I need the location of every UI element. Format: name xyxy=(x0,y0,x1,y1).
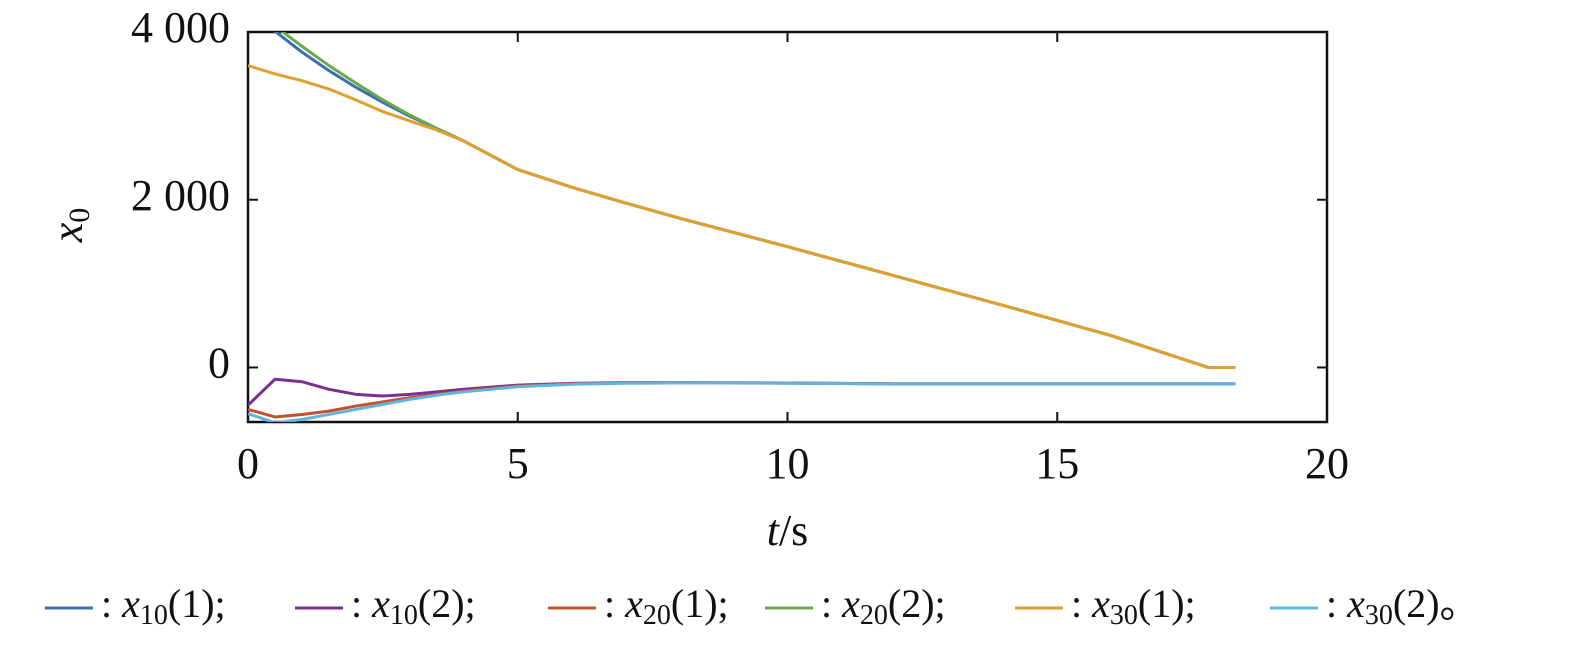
legend-prefix: : xyxy=(821,581,842,626)
legend-suffix: ; xyxy=(1185,581,1196,626)
legend-suffix: 。 xyxy=(1440,581,1480,626)
legend-label: x20(2) xyxy=(841,581,934,631)
series-line xyxy=(248,381,1236,419)
y-tick-label: 2 000 xyxy=(131,171,230,220)
legend-label: x20(1) xyxy=(624,581,717,631)
legend-entry: : x20(2); xyxy=(821,581,946,631)
plot-frame xyxy=(246,30,1329,424)
series-line xyxy=(248,64,1236,369)
y-axis-label: x0 xyxy=(43,208,96,244)
legend-entry: : x10(1); xyxy=(101,581,226,631)
y-tick-label: 0 xyxy=(208,339,230,388)
legend: : x10(1);: x10(2);: x20(1);: x20(2);: x3… xyxy=(45,581,1480,631)
series-line xyxy=(273,32,1236,369)
legend-entry: : x10(2); xyxy=(351,581,476,631)
legend-prefix: : xyxy=(1071,581,1092,626)
x-tick-label: 15 xyxy=(1035,439,1079,488)
y-tick-label: 4 000 xyxy=(131,3,230,52)
legend-suffix: ; xyxy=(718,581,729,626)
legend-label: x10(2) xyxy=(371,581,464,631)
series-line xyxy=(248,381,1236,422)
legend-entry: : x30(1); xyxy=(1071,581,1196,631)
legend-prefix: : xyxy=(604,581,625,626)
legend-suffix: ; xyxy=(465,581,476,626)
x-tick-label: 20 xyxy=(1305,439,1349,488)
series-line xyxy=(280,32,1236,369)
x-tick-label: 10 xyxy=(766,439,810,488)
x-tick-label: 5 xyxy=(507,439,529,488)
legend-prefix: : xyxy=(1326,581,1347,626)
legend-suffix: ; xyxy=(215,581,226,626)
legend-entry: : x20(1); xyxy=(604,581,729,631)
legend-suffix: ; xyxy=(935,581,946,626)
legend-label: x10(1) xyxy=(121,581,214,631)
legend-prefix: : xyxy=(351,581,372,626)
plot-lines xyxy=(248,32,1236,422)
legend-prefix: : xyxy=(101,581,122,626)
x-axis-label: t/s xyxy=(767,506,809,555)
legend-entry: : x30(2)。 xyxy=(1326,581,1480,631)
x-tick-label: 0 xyxy=(237,439,259,488)
legend-label: x30(2) xyxy=(1346,581,1439,631)
legend-label: x30(1) xyxy=(1091,581,1184,631)
